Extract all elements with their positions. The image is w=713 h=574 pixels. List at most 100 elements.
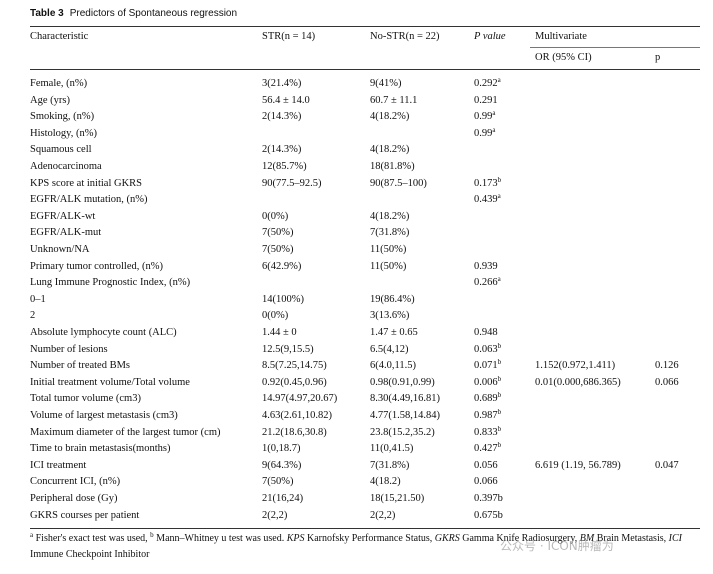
superscript: b	[497, 341, 502, 350]
cell: 0.066	[655, 376, 679, 388]
cell: Peripheral dose (Gy)	[30, 493, 118, 504]
cell: Total tumor volume (cm3)	[30, 393, 141, 405]
cell: Concurrent ICI, (n%)	[30, 476, 121, 488]
superscript: b	[497, 358, 502, 367]
cell: 0–1	[30, 293, 46, 305]
cell: GKRS courses per patient	[30, 509, 140, 521]
cell: 0.126	[655, 360, 679, 372]
cell: 0.675b	[474, 509, 503, 521]
superscript: b	[497, 441, 502, 450]
multivariate-rule	[530, 47, 700, 48]
footnote-mark: b	[150, 531, 154, 539]
superscript: b	[497, 374, 502, 383]
cell: 21.2(18.6,30.8)	[262, 426, 327, 438]
cell: 0.99a	[474, 109, 496, 123]
caption-label: Table 3	[30, 8, 64, 19]
cell: 11(50%)	[370, 244, 407, 255]
cell: 7(50%)	[262, 244, 294, 255]
cell: 14.97(4.97,20.67)	[262, 393, 338, 405]
cell: 0.427b	[474, 441, 502, 455]
cell: Number of treated BMs	[30, 360, 131, 372]
cell: 0.689b	[474, 391, 502, 405]
cell: 0.066	[474, 476, 498, 488]
cell: 4(18.2%)	[370, 144, 410, 156]
cell: 4(18.2%)	[370, 210, 410, 222]
footnote: a Fisher's exact test was used, b Mann–W…	[30, 531, 710, 563]
cell: 0.01(0.000,686.365)	[535, 376, 621, 388]
cell: 7(31.8%)	[370, 227, 410, 239]
superscript: a	[497, 192, 501, 201]
cell: 21(16,24)	[262, 493, 304, 504]
cell: 90(87.5–100)	[370, 177, 427, 189]
cell: 8.30(4.49,16.81)	[370, 393, 440, 405]
cell: EGFR/ALK mutation, (n%)	[30, 194, 148, 206]
cell: 0.948	[474, 327, 498, 338]
cell: 19(86.4%)	[370, 293, 415, 305]
header-cell: P value	[474, 31, 506, 42]
watermark: 公众号 · ICON肿瘤为	[500, 539, 614, 553]
caption: Table 3 Predictors of Spontaneous regress…	[30, 8, 237, 20]
cell: 1.47 ± 0.65	[370, 327, 418, 338]
cell: Volume of largest metastasis (cm3)	[30, 410, 178, 421]
cell: 3(13.6%)	[370, 310, 410, 322]
cell: 0.006b	[474, 374, 502, 388]
cell: 7(31.8%)	[370, 459, 410, 471]
cell: 4(18.2)	[370, 476, 401, 488]
cell: 0.056	[474, 459, 498, 471]
cell: 0.173b	[474, 175, 502, 189]
cell: 6.5(4,12)	[370, 343, 409, 355]
caption-title: Predictors of Spontaneous regression	[69, 8, 238, 19]
cell: KPS score at initial GKRS	[30, 177, 142, 189]
cell: 1.152(0.972,1.411)	[535, 360, 616, 372]
cell: 0.98(0.91,0.99)	[370, 376, 435, 388]
header-cell: Multivariate	[535, 31, 587, 42]
cell: 9(64.3%)	[262, 459, 302, 471]
cell: 12(85.7%)	[262, 161, 307, 172]
footnote-text: Mann–Whitney u test was used.	[153, 533, 287, 544]
cell: Absolute lymphocyte count (ALC)	[30, 327, 177, 338]
top-rule	[30, 26, 700, 27]
cell: 0.291	[474, 94, 498, 106]
abbreviation: ICI	[668, 533, 682, 544]
cell: EGFR/ALK-mut	[30, 227, 102, 239]
cell: 6.619 (1.19, 56.789)	[535, 459, 621, 471]
superscript: a	[497, 76, 501, 84]
cell: 4(18.2%)	[370, 111, 410, 123]
cell: 11(0,41.5)	[370, 443, 414, 455]
superscript: b	[497, 424, 502, 433]
cell: 0.063b	[474, 341, 502, 355]
cell: 0.071b	[474, 358, 502, 372]
cell: 0.397b	[474, 493, 503, 504]
cell: EGFR/ALK-wt	[30, 210, 96, 222]
cell: 0.987b	[474, 408, 502, 422]
cell: Initial treatment volume/Total volume	[30, 376, 190, 388]
cell: 7(50%)	[262, 476, 294, 488]
cell: Adenocarcinoma	[30, 161, 102, 172]
cell: Squamous cell	[30, 144, 92, 156]
cell: 23.8(15.2,35.2)	[370, 426, 435, 438]
abbreviation: KPS	[286, 533, 305, 544]
cell: Primary tumor controlled, (n%)	[30, 260, 163, 272]
cell: 6(4.0,11.5)	[370, 360, 416, 372]
cell: Female, (n%)	[30, 78, 88, 89]
footnote-text: Fisher's exact test was used,	[33, 533, 151, 544]
cell: 0.92(0.45,0.96)	[262, 376, 327, 388]
cell: Smoking, (n%)	[30, 111, 95, 123]
cell: 18(81.8%)	[370, 161, 415, 172]
cell: 1.44 ± 0	[262, 327, 297, 338]
cell: 2	[30, 310, 36, 322]
cell: 1(0,18.7)	[262, 443, 301, 455]
cell: 0.833b	[474, 424, 502, 438]
header-rule	[30, 69, 700, 70]
cell: 0.439a	[474, 192, 501, 206]
cell: 12.5(9,15.5)	[262, 343, 314, 355]
cell: 0.266a	[474, 275, 501, 289]
cell: 8.5(7.25,14.75)	[262, 360, 327, 372]
cell: 2(14.3%)	[262, 111, 302, 123]
cell: 60.7 ± 11.1	[370, 94, 418, 106]
cell: 0.292a	[474, 76, 501, 90]
cell: 11(50%)	[370, 260, 407, 272]
cell: Number of lesions	[30, 343, 108, 355]
cell: 0.939	[474, 260, 498, 272]
